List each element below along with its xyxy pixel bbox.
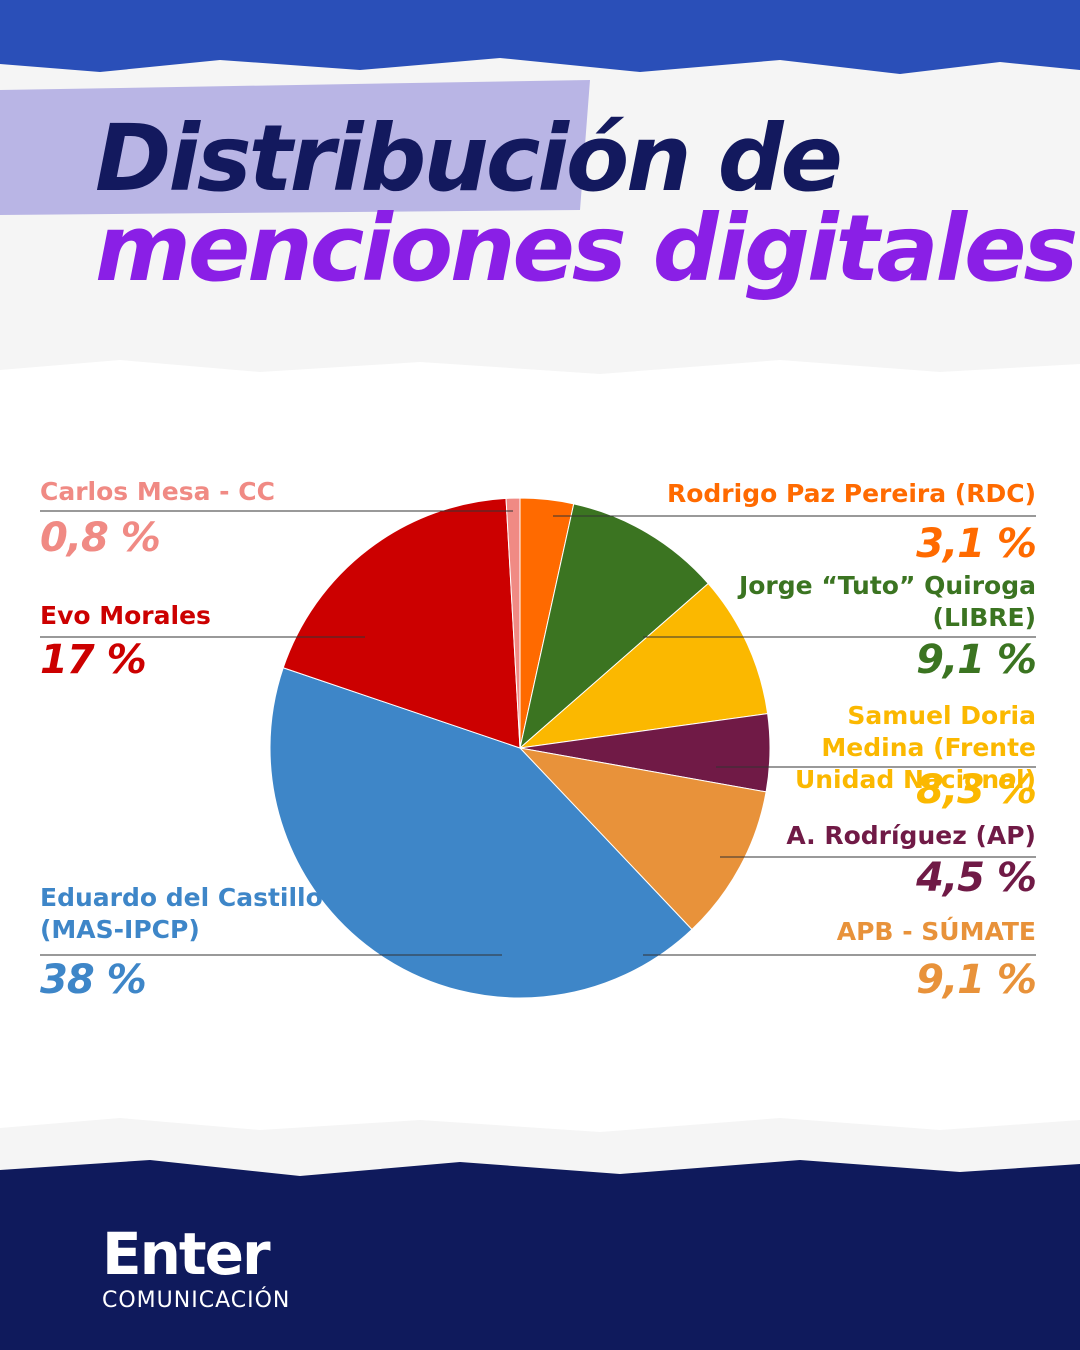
pie-slice xyxy=(518,582,769,749)
category-label: Eduardo del Castillo (MAS-IPCP) xyxy=(40,883,323,944)
bottom-band xyxy=(0,1160,1080,1350)
brand-tagline: COMUNICACIÓN xyxy=(102,1288,291,1313)
value-label: 9,1 % xyxy=(916,637,1037,683)
category-label: A. Rodríguez (AP) xyxy=(786,821,1036,850)
category-label: Evo Morales xyxy=(40,601,211,630)
value-label: 17 % xyxy=(40,637,147,683)
category-label: APB - SÚMATE xyxy=(836,917,1036,946)
category-label: Samuel Doria Medina (Frente Unidad Nacio… xyxy=(794,701,1036,794)
value-label: 4,5 % xyxy=(916,855,1037,901)
value-label: 3,1 % xyxy=(916,521,1037,567)
pie-slice xyxy=(505,497,521,749)
top-band xyxy=(0,0,1080,74)
value-label: 9,1 % xyxy=(916,957,1037,1003)
brand-name: Enter xyxy=(102,1220,271,1288)
category-label: Jorge “Tuto” Quiroga (LIBRE) xyxy=(738,571,1036,632)
title-line: Distribución de xyxy=(95,105,843,212)
pie-slice xyxy=(518,747,767,931)
leaders xyxy=(40,510,1036,956)
title-texture xyxy=(0,80,590,215)
pie-slice xyxy=(269,667,693,999)
pie xyxy=(269,497,771,999)
value-label: 8,3 % xyxy=(916,767,1037,813)
pie-slice xyxy=(282,497,521,749)
title-line: menciones digitales xyxy=(95,195,1078,302)
category-label: Carlos Mesa - CC xyxy=(40,477,275,506)
value-label: 38 % xyxy=(40,957,147,1003)
value-label: 0,8 % xyxy=(40,515,161,561)
pie-slice xyxy=(519,503,709,750)
category-label: Rodrigo Paz Pereira (RDC) xyxy=(666,479,1036,508)
